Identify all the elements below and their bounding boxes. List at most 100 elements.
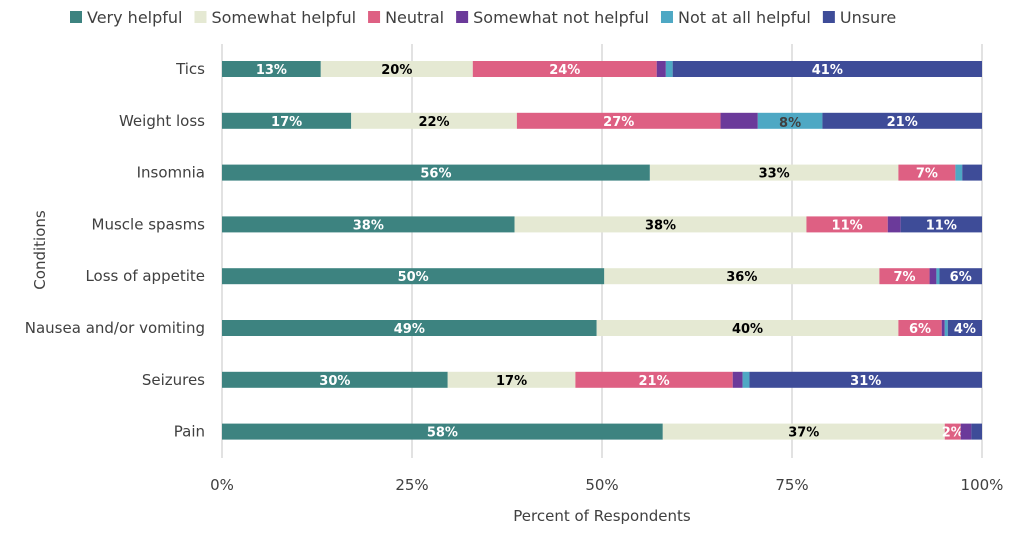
bar-segment <box>947 320 982 336</box>
data-label: 24% <box>549 63 580 78</box>
category-labels: Tics Weight loss Insomnia Muscle spasms Loss… <box>25 60 205 441</box>
bar-segment <box>472 61 657 77</box>
data-label: 6% <box>950 270 972 285</box>
data-label: 36% <box>726 270 757 285</box>
bar-segment <box>742 371 750 388</box>
bar-segment <box>596 320 899 336</box>
bar-segment <box>971 423 982 440</box>
data-label: 2% <box>942 426 964 441</box>
category-label: Tics <box>175 60 205 78</box>
bar-segment <box>662 423 945 440</box>
category-label: Seizures <box>142 371 205 389</box>
data-label: 7% <box>916 167 938 182</box>
bar-segment <box>222 320 597 336</box>
bars: 13% 20% 24% 41% 17% 22% 27% 8% 21% 56% 33% 7% 38% 38%… <box>222 61 982 441</box>
data-label: 30% <box>319 374 350 389</box>
bar-segment <box>222 61 321 77</box>
bar-segment <box>222 112 352 129</box>
bar-segment <box>960 423 972 440</box>
data-label: 41% <box>812 63 843 78</box>
data-label: 58% <box>427 426 458 441</box>
bar-segment <box>320 61 473 77</box>
bar-segment <box>749 371 982 388</box>
data-label: 50% <box>398 270 429 285</box>
legend-swatch <box>194 11 207 23</box>
x-tick-label: 50% <box>585 476 618 494</box>
data-label: 21% <box>638 374 669 389</box>
bar-segment <box>732 371 743 388</box>
legend-label: Somewhat helpful <box>211 8 356 27</box>
x-tick-label: 100% <box>961 476 1004 494</box>
legend: Very helpful Somewhat helpful Neutral Somew… <box>70 8 896 27</box>
category-label: Loss of appetite <box>85 267 205 285</box>
category-label: Nausea and/or vomiting <box>25 319 205 337</box>
bar-segment <box>516 112 721 129</box>
y-axis-title: Conditions <box>31 210 49 290</box>
legend-label: Not at all helpful <box>678 8 811 27</box>
data-label: 40% <box>732 322 763 337</box>
data-label: 8% <box>779 116 801 131</box>
category-label: Pain <box>174 423 205 441</box>
legend-swatch <box>70 11 82 23</box>
data-label: 22% <box>418 115 449 130</box>
data-label: 27% <box>603 115 634 130</box>
legend-swatch <box>660 11 673 23</box>
x-tick-labels: 0% 25% 50% 75% 100% <box>210 476 1003 494</box>
data-label: 49% <box>394 322 425 337</box>
bar-segment <box>672 61 982 77</box>
data-label: 56% <box>420 167 451 182</box>
bar-segment <box>222 216 515 233</box>
bar-segment <box>222 268 605 285</box>
bar-segment <box>936 268 940 285</box>
data-label: 11% <box>926 218 957 233</box>
bar-segment <box>962 164 982 181</box>
data-label: 21% <box>887 115 918 130</box>
bar-segment <box>955 164 963 181</box>
gridlines <box>221 44 983 458</box>
legend-label: Neutral <box>385 8 444 27</box>
bar-segment <box>900 216 982 233</box>
bar-segment <box>514 216 807 233</box>
bar-segment <box>720 112 758 129</box>
x-tick-label: 25% <box>395 476 428 494</box>
bar-segment <box>575 371 733 388</box>
x-axis-title: Percent of Respondents <box>513 507 691 525</box>
bar-segment <box>649 164 899 181</box>
bar-segment <box>806 216 888 233</box>
data-label: 37% <box>788 426 819 441</box>
bar-segment <box>944 320 948 336</box>
legend-swatch <box>456 11 469 23</box>
legend-swatch <box>368 11 381 23</box>
data-label: 13% <box>256 63 287 78</box>
bar-segment <box>604 268 880 285</box>
x-tick-label: 0% <box>210 476 234 494</box>
bar-segment <box>222 371 448 388</box>
bar-segment <box>656 61 666 77</box>
bar-segment <box>939 268 982 285</box>
bar-segment <box>879 268 930 285</box>
data-label: 6% <box>909 322 931 337</box>
legend-label: Somewhat not helpful <box>473 8 649 27</box>
data-label: 7% <box>893 270 915 285</box>
data-label: 17% <box>271 115 302 130</box>
bar-segment <box>941 320 945 336</box>
legend-label: Unsure <box>840 8 896 27</box>
bar-segment <box>898 320 942 336</box>
category-label: Weight loss <box>119 112 205 130</box>
legend-label: Very helpful <box>87 8 182 27</box>
data-label: 17% <box>496 374 527 389</box>
x-tick-label: 75% <box>775 476 808 494</box>
bar-segment <box>351 112 517 129</box>
bar-segment <box>222 423 663 440</box>
category-label: Insomnia <box>137 164 205 182</box>
bar-segment <box>887 216 901 233</box>
bar-segment <box>757 112 823 129</box>
bar-segment <box>665 61 673 77</box>
bar-segment <box>929 268 937 285</box>
bar-segment <box>822 112 982 129</box>
bar-segment <box>898 164 956 181</box>
category-label: Muscle spasms <box>92 215 206 233</box>
data-label: 38% <box>353 218 384 233</box>
data-label: 31% <box>850 374 881 389</box>
